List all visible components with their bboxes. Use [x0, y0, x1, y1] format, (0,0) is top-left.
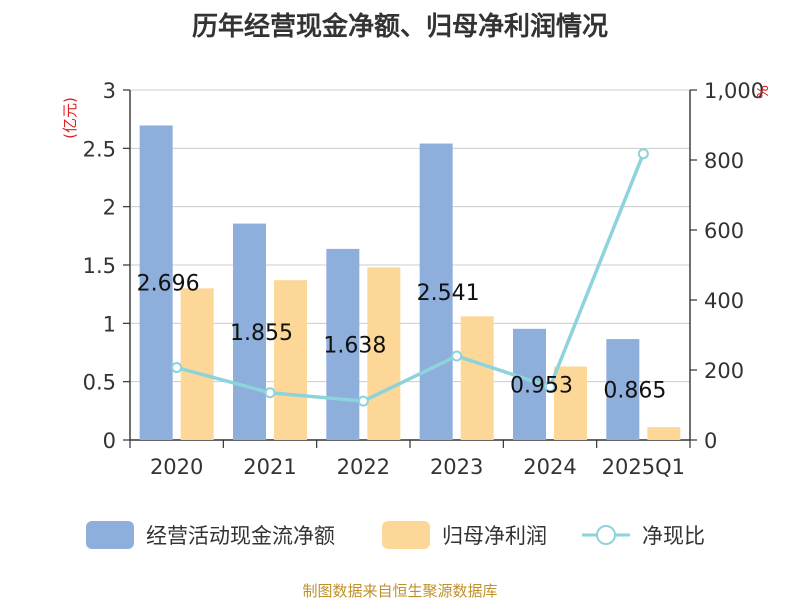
bar-data-label: 1.638: [323, 333, 386, 358]
x-axis-tick-label: 2021: [243, 455, 296, 479]
legend-label-net-profit: 归母净利润: [442, 524, 547, 548]
bar-cashflow: [419, 143, 453, 441]
chart-title: 历年经营现金净额、归母净利润情况: [191, 12, 608, 42]
bar-data-label: 2.541: [417, 281, 480, 306]
bar-data-label: 0.865: [603, 379, 666, 404]
line-ratio: [176, 153, 645, 403]
bar-net-profit: [460, 316, 494, 440]
bar-net-profit: [367, 267, 401, 440]
line-point: [544, 381, 556, 393]
bar-net-profit: [554, 366, 587, 440]
x-axis-tick-label: 2024: [523, 455, 576, 479]
left-axis-label: (亿元): [61, 97, 79, 139]
x-axis-tick-label: 2020: [150, 455, 203, 479]
line-point: [637, 148, 649, 160]
right-axis-label: %: [754, 85, 772, 99]
right-axis-tick-label: 800: [704, 149, 744, 173]
bar-data-label: 2.696: [137, 272, 200, 297]
bar-data-label: 0.953: [510, 373, 573, 398]
bar-cashflow: [606, 339, 640, 440]
left-axis-tick-label: 2.5: [83, 137, 116, 161]
line-point: [357, 395, 369, 407]
legend-swatch-net-profit: [382, 521, 430, 549]
right-axis-tick-label: 600: [704, 219, 744, 243]
left-axis-tick-label: 0.5: [83, 371, 116, 395]
left-axis-tick-label: 1.5: [83, 254, 116, 278]
left-axis-tick-label: 2: [103, 196, 116, 220]
bar-net-profit: [274, 280, 307, 440]
line-point: [451, 350, 463, 362]
right-axis-tick-label: 0: [704, 429, 717, 453]
legend-swatch-cashflow: [86, 521, 134, 549]
bar-cashflow: [139, 125, 173, 440]
line-point: [264, 387, 276, 399]
left-axis-tick-label: 0: [103, 429, 116, 453]
legend-label-cashflow: 经营活动现金流净额: [146, 524, 335, 548]
right-axis-tick-label: 200: [704, 359, 744, 383]
bar-cashflow: [326, 248, 360, 440]
line-point: [171, 362, 183, 374]
bar-net-profit: [180, 288, 214, 440]
x-axis-tick-label: 2023: [430, 455, 483, 479]
bar-net-profit: [647, 427, 681, 440]
x-axis-tick-label: 2025Q1: [602, 455, 685, 479]
source-note: 制图数据来自恒生聚源数据库: [302, 582, 498, 600]
left-axis-tick-label: 1: [103, 312, 116, 336]
x-axis-tick-label: 2022: [337, 455, 390, 479]
right-axis-tick-label: 1,000: [704, 79, 764, 103]
left-axis-tick-label: 3: [103, 79, 116, 103]
bar-data-label: 1.855: [230, 321, 293, 346]
legend-label-ratio: 净现比: [642, 524, 705, 548]
legend-marker-ratio: [596, 525, 616, 545]
bar-cashflow: [233, 223, 266, 440]
right-axis-tick-label: 400: [704, 289, 744, 313]
